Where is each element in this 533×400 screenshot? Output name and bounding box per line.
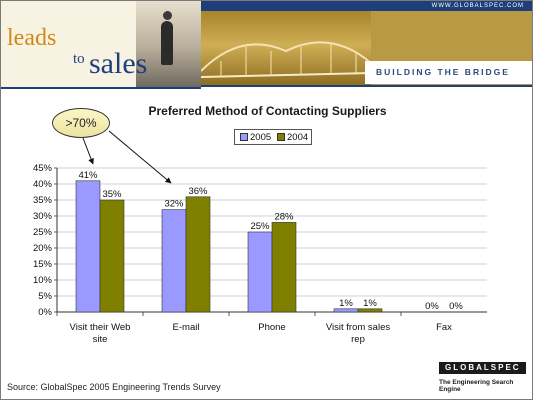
data-label: 25%: [250, 221, 270, 232]
y-tick-label: 15%: [33, 259, 53, 270]
y-tick-label: 35%: [33, 195, 53, 206]
x-tick-label: rep: [351, 334, 365, 345]
data-label: 0%: [425, 301, 439, 312]
y-tick-label: 0%: [38, 307, 52, 318]
y-tick-label: 20%: [33, 243, 53, 254]
legend-label-2005: 2005: [250, 132, 272, 143]
tagline-box: [365, 61, 532, 84]
header-banner: WWW.GLOBALSPEC.COM BUILDING THE BRIDGE l…: [1, 1, 532, 89]
x-tick-label: Fax: [436, 322, 452, 333]
data-label: 28%: [274, 211, 294, 222]
chart-title: Preferred Method of Contacting Suppliers: [148, 104, 387, 118]
y-tick-label: 10%: [33, 275, 53, 286]
data-label: 35%: [102, 189, 122, 200]
data-label: 1%: [339, 298, 353, 309]
callout-text: >70%: [65, 116, 97, 130]
globalspec-logo: [439, 362, 526, 374]
logo-leads-text: leads: [7, 25, 57, 51]
bar-2005-0: [75, 180, 101, 313]
data-label: 41%: [78, 170, 98, 181]
businessman-photo: [136, 1, 201, 87]
logo-sales-text: sales: [89, 47, 148, 80]
bar-2005-3: [333, 308, 359, 313]
person-head-icon: [163, 11, 172, 20]
bridge-image: [201, 11, 371, 87]
x-tick-label: Visit from sales: [326, 322, 390, 333]
banner-rule: [201, 85, 532, 87]
bridge-icon: [201, 41, 371, 78]
data-label: 0%: [449, 301, 463, 312]
callout-arrow-email: [108, 130, 172, 184]
bar-2005-2: [247, 231, 273, 313]
logo-to-text: to: [73, 51, 85, 67]
bar-2004-0: [99, 199, 125, 313]
legend-swatch-2004: [277, 133, 285, 141]
globalspec-tagline: The Engineering Search Engine: [439, 379, 514, 393]
x-tick-label: site: [93, 334, 108, 345]
legend-label-2004: 2004: [287, 132, 309, 143]
globalspec-logo-text: GLOBALSPEC: [445, 363, 521, 372]
callout-bubble: [52, 108, 110, 138]
y-tick-label: 25%: [33, 227, 53, 238]
data-label: 32%: [164, 199, 184, 210]
top-strip: [201, 1, 532, 11]
x-tick-label: Phone: [258, 322, 285, 333]
bar-2004-2: [271, 222, 297, 313]
legend-swatch-2005: [240, 133, 248, 141]
bar-2005-1: [161, 209, 187, 313]
source-note: Source: GlobalSpec 2005 Engineering Tren…: [7, 382, 221, 392]
bar-2004-1: [185, 196, 211, 313]
y-tick-label: 40%: [33, 179, 53, 190]
y-tick-label: 45%: [33, 163, 53, 174]
person-figure-icon: [161, 21, 173, 65]
x-tick-label: Visit their Web: [70, 322, 131, 333]
data-label: 1%: [363, 298, 377, 309]
site-url: WWW.GLOBALSPEC.COM: [431, 3, 524, 9]
chart-legend: 2005 2004: [234, 129, 312, 145]
x-tick-label: E-mail: [173, 322, 200, 333]
data-label: 36%: [188, 186, 208, 197]
y-tick-label: 5%: [38, 291, 52, 302]
callout-arrow-web: [82, 137, 94, 165]
y-tick-label: 30%: [33, 211, 53, 222]
bar-2004-3: [357, 308, 383, 313]
tagline: BUILDING THE BRIDGE: [376, 67, 510, 77]
